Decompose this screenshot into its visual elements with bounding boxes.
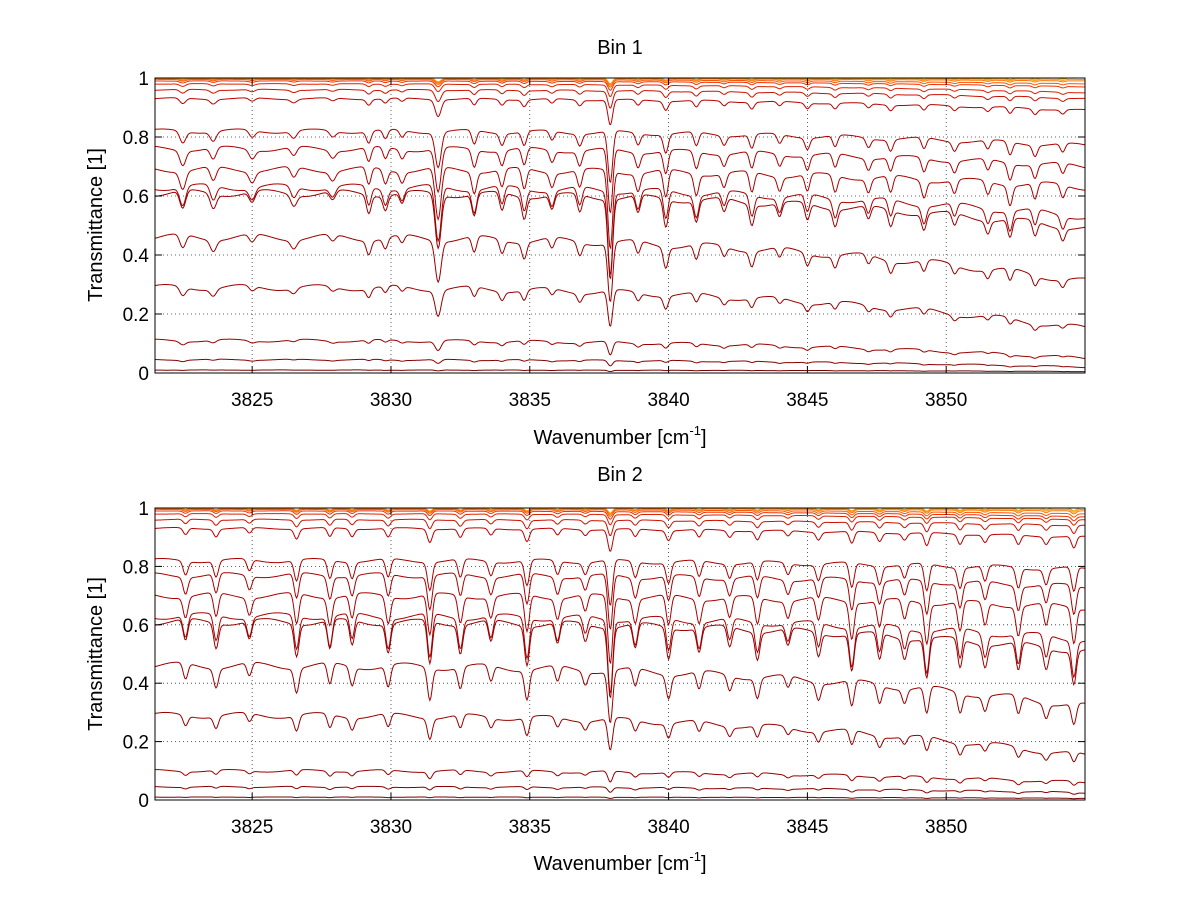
series-line	[154, 711, 1086, 763]
x-tick-label: 3825	[231, 817, 273, 838]
series-line	[154, 510, 1086, 522]
y-tick-label: 0	[138, 364, 149, 385]
grid	[155, 77, 1085, 374]
series-line	[155, 78, 1086, 86]
y-tick-label: 1	[138, 69, 149, 90]
x-tick-label: 3825	[231, 390, 273, 411]
x-axis-label-sup: -1	[689, 849, 701, 864]
grid	[155, 507, 1085, 801]
x-tick-label: 3845	[786, 817, 828, 838]
series-line	[154, 233, 1086, 303]
series-line	[154, 518, 1086, 537]
series-line	[154, 769, 1086, 786]
x-axis-label-main: Wavenumber [cm	[533, 853, 689, 875]
y-tick-label: 0.6	[123, 187, 149, 208]
y-tick-label: 0.6	[123, 616, 149, 637]
x-axis-label-main: Wavenumber [cm	[533, 427, 689, 449]
series-line	[154, 78, 1086, 88]
series-line	[154, 661, 1086, 726]
series-line	[154, 80, 1086, 91]
series-lines	[154, 77, 1086, 373]
x-axis-label-tail: ]	[701, 853, 707, 875]
series-line	[155, 508, 1086, 515]
x-axis-label-tail: ]	[701, 427, 707, 449]
x-axis-label: Wavenumber [cm-1]	[533, 423, 706, 449]
x-tick-label: 3845	[786, 390, 828, 411]
x-tick-label: 3840	[647, 390, 689, 411]
series-line	[154, 128, 1086, 184]
x-tick-label: 3850	[925, 390, 967, 411]
y-tick-label: 0.8	[123, 557, 149, 578]
x-tick-label: 3850	[925, 817, 967, 838]
series-line	[154, 618, 1086, 699]
chart-title: Bin 2	[597, 464, 643, 486]
series-line	[154, 358, 1086, 369]
series-line	[154, 183, 1086, 276]
x-tick-label: 3840	[647, 817, 689, 838]
series-line	[154, 527, 1086, 552]
axis-ticks: 3825 3830 3835 3840 3845 3850 0 0.2 0.4 0.6 0.8 1	[123, 69, 1085, 411]
y-tick-label: 0.2	[123, 305, 149, 326]
y-tick-label: 0	[138, 791, 149, 812]
series-line	[154, 338, 1086, 360]
series-line	[154, 612, 1086, 695]
plot-area	[154, 77, 1086, 374]
x-tick-label: 3830	[370, 817, 412, 838]
panel-bin-1: Bin 1 3825 3830 3835 3840 3845 3850 0 0.2 0.4 0.6…	[85, 37, 1086, 449]
chart-title: Bin 1	[597, 37, 643, 59]
x-axis-label-sup: -1	[689, 423, 701, 438]
y-axis-label: Transmittance [1]	[85, 148, 107, 302]
y-axis-label: Transmittance [1]	[85, 577, 107, 731]
y-tick-label: 1	[138, 499, 149, 520]
series-line	[154, 189, 1086, 280]
series-line	[154, 592, 1086, 665]
x-tick-label: 3835	[509, 390, 551, 411]
series-line	[154, 513, 1085, 526]
x-axis-label: Wavenumber [cm-1]	[533, 849, 706, 875]
panel-bin-2: Bin 2 3825 3830 3835 3840 3845 3850 0 0.2 0.4 0.6…	[85, 464, 1086, 875]
series-line	[154, 83, 1086, 98]
series-line	[154, 284, 1086, 331]
series-line	[154, 166, 1086, 250]
series-line	[154, 785, 1086, 795]
y-tick-label: 0.2	[123, 733, 149, 754]
series-line	[155, 369, 1085, 373]
series-line	[154, 97, 1086, 126]
y-tick-label: 0.8	[123, 128, 149, 149]
series-line	[154, 557, 1086, 606]
series-lines	[154, 507, 1086, 800]
series-line	[154, 572, 1086, 630]
series-line	[154, 796, 1085, 800]
axis-ticks: 3825 3830 3835 3840 3845 3850 0 0.2 0.4 0.6 0.8 1	[123, 499, 1085, 838]
x-tick-label: 3835	[509, 817, 551, 838]
series-line	[154, 88, 1086, 109]
series-line	[155, 508, 1086, 518]
y-tick-label: 0.4	[123, 246, 150, 267]
x-tick-label: 3830	[370, 390, 412, 411]
series-line	[154, 145, 1086, 214]
plot-area	[154, 507, 1086, 801]
y-tick-label: 0.4	[123, 674, 150, 695]
